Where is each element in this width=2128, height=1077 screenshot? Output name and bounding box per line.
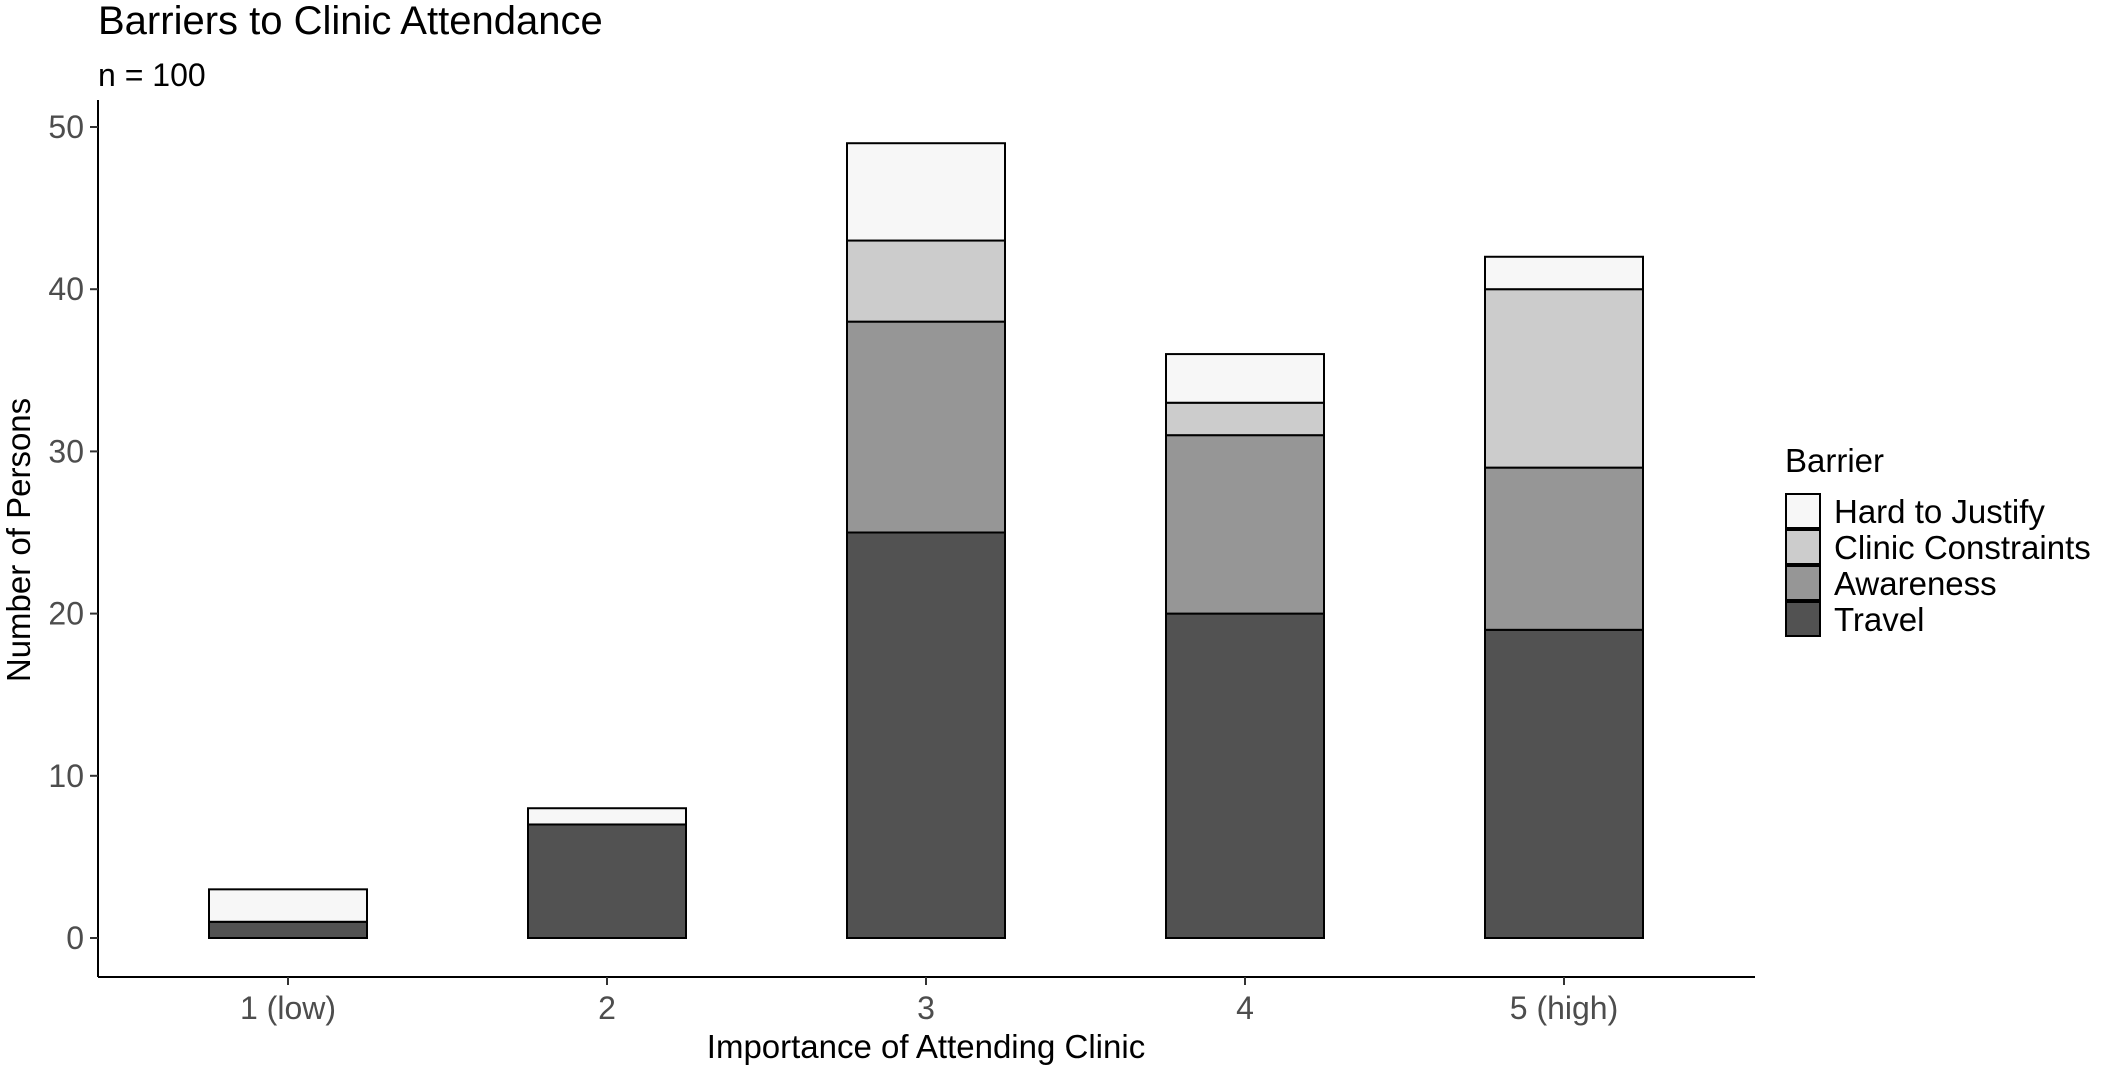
legend-label: Travel <box>1834 601 1924 638</box>
legend-key-hard-to-justify <box>1785 493 1821 529</box>
bar-segment-clinic-constraints <box>1165 401 1325 437</box>
legend-title: Barrier <box>1785 442 1884 479</box>
x-tick-label: 3 <box>917 990 935 1026</box>
bar-segment-hard-to-justify <box>1484 255 1644 291</box>
bar-segment-travel <box>1165 612 1325 939</box>
legend-key-travel <box>1785 601 1821 637</box>
x-tick-label: 2 <box>598 990 616 1026</box>
chart-subtitle: n = 100 <box>98 57 206 93</box>
x-tick-label: 4 <box>1236 990 1254 1026</box>
x-tick-label: 5 (high) <box>1510 990 1619 1026</box>
bar-segment-hard-to-justify <box>527 807 687 826</box>
y-tick-label: 20 <box>48 596 84 632</box>
bar-segment-clinic-constraints <box>1484 288 1644 469</box>
bar-segment-travel <box>208 920 368 940</box>
legend-label: Clinic Constraints <box>1834 529 2091 566</box>
y-tick-label: 10 <box>48 758 84 794</box>
chart-title: Barriers to Clinic Attendance <box>98 0 603 43</box>
legend-label: Hard to Justify <box>1834 493 2045 530</box>
legend-key-awareness <box>1785 565 1821 601</box>
bar-segment-hard-to-justify <box>1165 353 1325 404</box>
plot-area: 0 10 20 30 40 50 1 (low) 2 3 4 5 (high) <box>48 100 1755 1026</box>
x-axis-label: Importance of Attending Clinic <box>707 1028 1145 1065</box>
bar-segment-awareness <box>846 320 1006 534</box>
bar-segment-travel <box>846 531 1006 939</box>
y-tick-label: 40 <box>48 271 84 307</box>
bar-segment-awareness <box>1484 466 1644 631</box>
bar-segment-hard-to-justify <box>208 888 368 923</box>
y-tick-label: 0 <box>66 920 84 956</box>
bar-segment-clinic-constraints <box>846 239 1006 323</box>
bar-segment-travel <box>1484 628 1644 939</box>
legend-label: Awareness <box>1834 565 1997 602</box>
x-tick-label: 1 (low) <box>240 990 336 1026</box>
y-tick-label: 30 <box>48 433 84 469</box>
bar-segment-hard-to-justify <box>846 142 1006 242</box>
legend-key-clinic-constraints <box>1785 529 1821 565</box>
y-axis-label: Number of Persons <box>0 398 37 682</box>
bar-segment-travel <box>527 823 687 940</box>
bar-segment-awareness <box>1165 434 1325 615</box>
y-tick-label: 50 <box>48 109 84 145</box>
